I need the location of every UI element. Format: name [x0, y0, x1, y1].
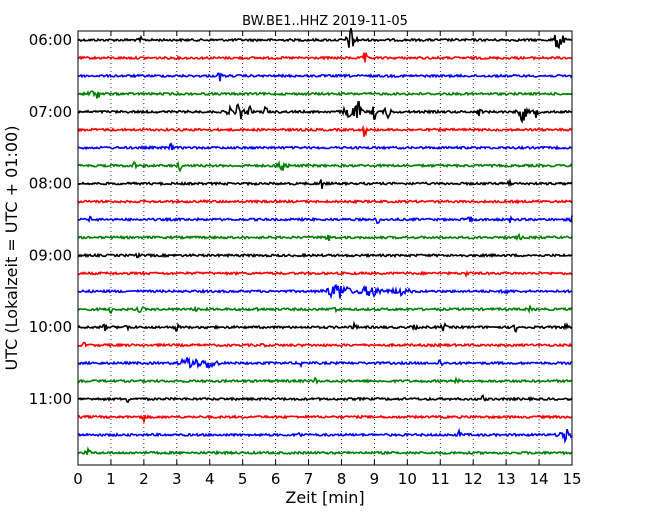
y-tick-label: 09:00	[29, 246, 72, 264]
trace-line	[77, 215, 573, 224]
trace-line	[77, 305, 573, 315]
x-tick-label: 9	[370, 470, 380, 488]
trace-line	[77, 52, 573, 63]
y-tick-label: 08:00	[29, 175, 72, 193]
trace-line	[77, 100, 573, 124]
x-tick-label: 5	[238, 470, 248, 488]
trace-line	[77, 90, 573, 99]
trace-line	[77, 251, 573, 259]
x-axis-ticks: 0 1 2 3 4 5 6 7 8 9 10 11 12 13 14 15	[73, 31, 582, 488]
trace-line	[77, 356, 573, 370]
trace-line	[77, 72, 573, 82]
x-tick-label: 13	[497, 470, 516, 488]
x-tick-label: 10	[398, 470, 417, 488]
y-axis-label: UTC (Lokalzeit = UTC + 01:00)	[2, 126, 21, 371]
x-tick-label: 8	[337, 470, 347, 488]
x-tick-label: 12	[464, 470, 483, 488]
x-tick-label: 6	[271, 470, 281, 488]
x-tick-label: 11	[431, 470, 450, 488]
trace-line	[77, 270, 573, 278]
trace-line	[77, 232, 573, 242]
trace-line	[77, 284, 573, 300]
trace-line	[77, 198, 573, 205]
trace-line	[77, 376, 573, 385]
x-tick-label: 15	[562, 470, 581, 488]
trace-line	[77, 341, 573, 348]
trace-line	[77, 427, 573, 445]
y-tick-label: 06:00	[29, 31, 72, 49]
y-tick-label: 07:00	[29, 103, 72, 121]
x-tick-label: 0	[73, 470, 83, 488]
y-axis-ticks: 06:00 07:00 08:00 09:00 10:00 11:00	[29, 31, 572, 408]
x-axis-label: Zeit [min]	[285, 488, 364, 507]
y-tick-label: 10:00	[29, 318, 72, 336]
x-tick-label: 14	[530, 470, 549, 488]
chart-title: BW.BE1..HHZ 2019-11-05	[242, 14, 408, 29]
trace-line	[77, 142, 573, 151]
x-tick-label: 4	[205, 470, 215, 488]
x-tick-label: 1	[106, 470, 116, 488]
trace-line	[77, 159, 573, 173]
grid-lines	[110, 31, 540, 465]
trace-lines	[77, 27, 573, 456]
trace-line	[77, 27, 573, 50]
plot-frame	[77, 30, 573, 466]
y-tick-label: 11:00	[29, 390, 72, 408]
trace-line	[77, 394, 573, 404]
trace-line	[77, 320, 573, 333]
trace-line	[77, 124, 573, 137]
x-tick-label: 3	[172, 470, 182, 488]
trace-line	[77, 446, 573, 456]
x-tick-label: 7	[304, 470, 314, 488]
x-tick-label: 2	[139, 470, 149, 488]
trace-line	[77, 177, 573, 189]
trace-line	[77, 414, 573, 423]
